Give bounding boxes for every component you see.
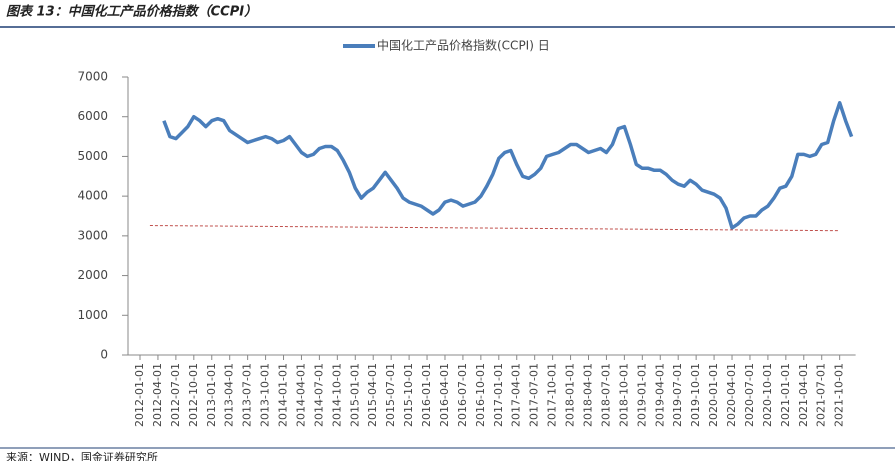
x-tick-label: 2016-01-01 — [420, 363, 433, 427]
x-tick-label: 2015-07-01 — [384, 363, 397, 427]
x-tick-label: 2020-01-01 — [707, 363, 720, 427]
x-tick-label: 2017-04-01 — [510, 363, 523, 427]
x-tick-label: 2013-01-01 — [205, 363, 218, 427]
x-tick-label: 2016-10-01 — [474, 363, 487, 427]
page-title: 图表 13：中国化工产品价格指数（CCPI） — [6, 4, 257, 20]
x-tick-label: 2015-10-01 — [402, 363, 415, 427]
x-tick-label: 2012-04-01 — [151, 363, 164, 427]
x-tick-label: 2012-10-01 — [187, 363, 200, 427]
x-tick-label: 2014-04-01 — [294, 363, 307, 427]
x-tick-label: 2021-01-01 — [779, 363, 792, 427]
y-tick-label: 5000 — [77, 149, 108, 163]
y-tick-label: 1000 — [77, 308, 108, 322]
x-tick-label: 2017-10-01 — [546, 363, 559, 427]
x-tick-label: 2019-04-01 — [653, 363, 666, 427]
x-tick-label: 2013-10-01 — [259, 363, 272, 427]
y-tick-label: 6000 — [77, 109, 108, 123]
x-tick-label: 2019-07-01 — [671, 363, 684, 427]
x-tick-label: 2014-10-01 — [330, 363, 343, 427]
x-tick-label: 2018-04-01 — [582, 363, 595, 427]
source: 来源：WIND，国金证券研究所 — [6, 450, 158, 461]
x-tick-label: 2018-07-01 — [599, 363, 612, 427]
y-tick-label: 2000 — [77, 268, 108, 282]
x-tick-label: 2014-01-01 — [277, 363, 290, 427]
x-tick-label: 2021-10-01 — [833, 363, 846, 427]
x-tick-label: 2013-04-01 — [223, 363, 236, 427]
x-tick-label: 2015-04-01 — [366, 363, 379, 427]
x-tick-label: 2015-01-01 — [348, 363, 361, 427]
y-tick-label: 7000 — [77, 70, 108, 84]
y-tick-label: 4000 — [77, 189, 108, 203]
x-tick-label: 2019-01-01 — [635, 363, 648, 427]
x-tick-label: 2014-07-01 — [312, 363, 325, 427]
x-tick-label: 2018-10-01 — [617, 363, 630, 427]
x-tick-label: 2019-10-01 — [689, 363, 702, 427]
x-tick-label: 2021-07-01 — [815, 363, 828, 427]
x-tick-label: 2018-01-01 — [564, 363, 577, 427]
x-tick-label: 2021-04-01 — [797, 363, 810, 427]
x-tick-label: 2020-10-01 — [761, 363, 774, 427]
legend-label: 中国化工产品价格指数(CCPI) 日 — [377, 38, 550, 53]
x-tick-label: 2013-07-01 — [241, 363, 254, 427]
series-line — [162, 101, 854, 230]
x-tick-label: 2016-07-01 — [456, 363, 469, 427]
x-tick-label: 2020-04-01 — [725, 363, 738, 427]
x-tick-label: 2012-07-01 — [169, 363, 182, 427]
x-tick-label: 2020-07-01 — [743, 363, 756, 427]
y-tick-label: 3000 — [77, 228, 108, 242]
x-tick-label: 2017-07-01 — [528, 363, 541, 427]
x-tick-label: 2016-04-01 — [438, 363, 451, 427]
x-tick-label: 2017-01-01 — [492, 363, 505, 427]
y-tick-label: 0 — [100, 348, 108, 362]
x-tick-label: 2012-01-01 — [133, 363, 146, 427]
